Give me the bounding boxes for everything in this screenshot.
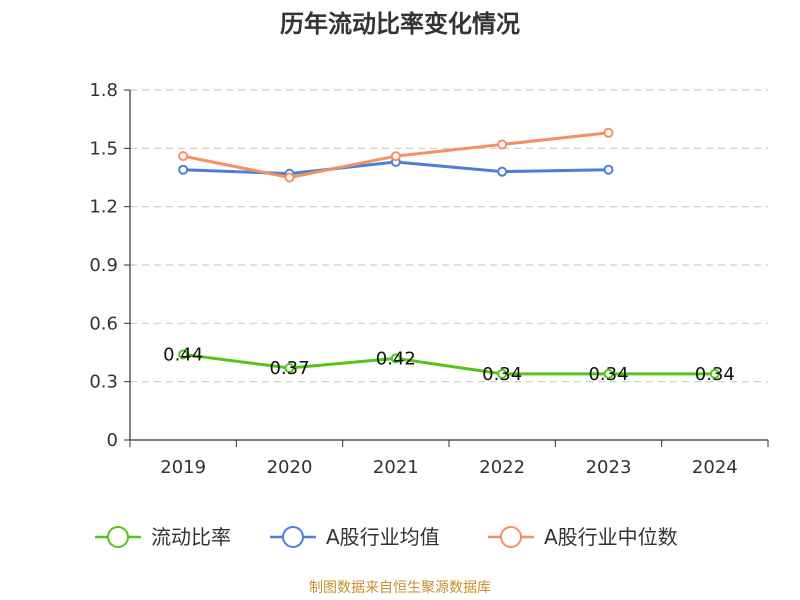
x-tick-label: 2021 <box>373 457 419 478</box>
data-point <box>497 166 508 177</box>
series-line <box>181 352 717 376</box>
legend[interactable]: 流动比率 A股行业均值 A股行业中位数 <box>95 525 678 549</box>
y-tick-label: 1.5 <box>89 138 118 159</box>
x-tick-label: 2020 <box>267 457 313 478</box>
data-point <box>497 368 508 379</box>
x-tick-label: 2019 <box>160 457 206 478</box>
data-point <box>497 139 508 150</box>
chart-title: 历年流动比率变化情况 <box>280 10 520 38</box>
data-point <box>390 151 401 162</box>
series-lines <box>178 127 720 379</box>
y-tick-label: 0.9 <box>89 255 118 276</box>
x-tick-label: 2022 <box>479 457 525 478</box>
legend-marker <box>282 526 304 548</box>
legend-item[interactable]: A股行业均值 <box>270 525 440 549</box>
data-label: 0.34 <box>588 364 628 385</box>
data-point <box>284 172 295 183</box>
data-label: 0.44 <box>163 344 203 365</box>
data-point <box>603 164 614 175</box>
legend-marker <box>107 526 129 548</box>
x-tick-label: 2024 <box>692 457 738 478</box>
legend-item[interactable]: 流动比率 <box>95 525 231 549</box>
y-tick-label: 0.6 <box>89 313 118 334</box>
legend-item[interactable]: A股行业中位数 <box>488 525 678 549</box>
y-tick-label: 1.2 <box>89 197 118 218</box>
data-point <box>178 164 189 175</box>
data-label: 0.34 <box>482 364 522 385</box>
axes: 0 0.3 0.6 0.9 1.2 1.5 1.8 2019 2020 2021 2022 2023 2… <box>89 80 769 478</box>
data-point <box>709 368 720 379</box>
data-point <box>603 368 614 379</box>
y-tick-label: 0.3 <box>89 372 118 393</box>
source-caption: 制图数据来自恒生聚源数据库 <box>309 580 491 596</box>
y-tick-label: 1.8 <box>89 80 118 101</box>
legend-label: A股行业中位数 <box>544 525 678 549</box>
legend-marker <box>500 526 522 548</box>
y-tick-label: 0 <box>107 430 118 451</box>
grid-lines <box>130 89 768 383</box>
data-point <box>390 353 401 364</box>
data-point <box>284 363 295 374</box>
data-labels: 0.44 0.37 0.42 0.34 0.34 0.34 <box>163 344 735 384</box>
data-label: 0.37 <box>269 358 309 379</box>
data-point <box>178 151 189 162</box>
legend-label: 流动比率 <box>151 525 231 549</box>
data-label: 0.34 <box>695 364 735 385</box>
legend-label: A股行业均值 <box>326 525 440 549</box>
data-point <box>603 127 614 138</box>
data-point <box>178 349 189 360</box>
data-label: 0.42 <box>376 348 416 369</box>
x-tick-label: 2023 <box>586 457 632 478</box>
